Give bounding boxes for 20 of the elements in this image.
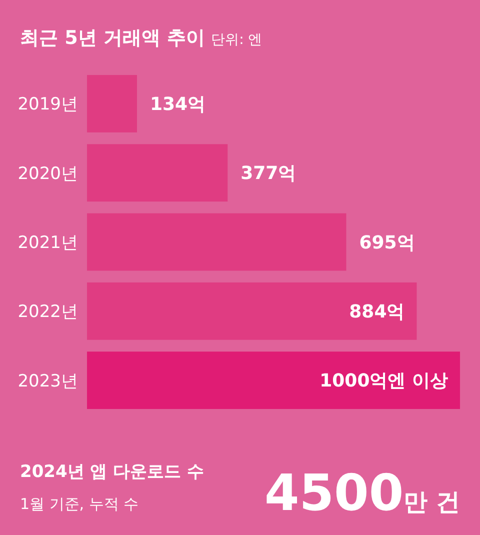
- bar: [87, 282, 417, 340]
- data-label: 134억: [150, 94, 206, 115]
- text: 1월 기준, 누적 수: [20, 495, 139, 513]
- y-tick-label: 2023년: [18, 371, 78, 392]
- bar: [87, 75, 137, 132]
- text: 4500만 건: [264, 464, 460, 522]
- data-label: 884억: [349, 301, 405, 322]
- chart-subtitle: 단위: 엔: [211, 32, 262, 48]
- data-label: 1000억엔 이상: [320, 370, 448, 392]
- y-tick-label: 2019년: [18, 94, 78, 115]
- y-tick-label: 2020년: [18, 164, 78, 184]
- data-label: 377억: [240, 163, 296, 184]
- bar: [87, 144, 228, 202]
- bar: [87, 213, 346, 271]
- bar: [87, 352, 460, 409]
- chart-title: 최근 5년 거래액 추이: [20, 27, 206, 49]
- y-tick-label: 2021년: [18, 232, 78, 253]
- data-label: 695억: [359, 232, 415, 254]
- text: 2024년 앱 다운로드 수: [20, 462, 204, 482]
- y-tick-label: 2022년: [18, 302, 78, 322]
